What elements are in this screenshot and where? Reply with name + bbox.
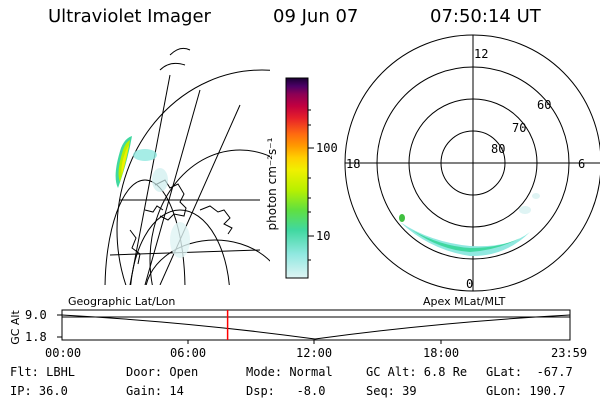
mlat-label-80: 80 xyxy=(491,142,506,156)
info-filter: Flt: LBHL xyxy=(10,365,76,379)
timeline-x-tick-2359: 23:59 xyxy=(551,346,588,360)
colorbar-unit-label: photon cm⁻²s⁻¹ xyxy=(265,137,279,231)
polar-grid xyxy=(344,34,600,292)
mlat-label-60: 60 xyxy=(537,98,552,112)
info-gc-alt: GC Alt: 6.8 Re xyxy=(366,365,468,379)
timeline-x-tick-1800: 18:00 xyxy=(423,346,460,360)
info-seq: Seq: 39 xyxy=(366,384,417,398)
timeline-x-tick-0000: 00:00 xyxy=(45,346,82,360)
info-ip: IP: 36.0 xyxy=(10,384,68,398)
aurora-polar xyxy=(399,193,540,257)
colorbar xyxy=(285,77,314,279)
colorbar-tick-10: 10 xyxy=(316,229,331,243)
date-label: 09 Jun 07 xyxy=(273,6,359,27)
timeline-right-title: Apex MLat/MLT xyxy=(423,295,506,308)
timeline-y-label: GC Alt xyxy=(8,310,22,345)
geographic-map xyxy=(104,47,270,285)
mlt-label-0: 0 xyxy=(466,277,474,291)
mlt-label-6: 6 xyxy=(578,157,586,171)
info-door: Door: Open xyxy=(126,365,199,379)
mlt-label-12: 12 xyxy=(474,47,489,61)
timeline-x-tick-1200: 12:00 xyxy=(296,346,333,360)
timeline-plot xyxy=(57,309,571,344)
aurora-left xyxy=(115,136,190,258)
time-label: 07:50:14 UT xyxy=(430,6,541,27)
info-gain: Gain: 14 xyxy=(126,384,184,398)
info-glat: GLat: -67.7 xyxy=(486,365,573,379)
mlat-label-70: 70 xyxy=(512,121,527,135)
mlt-label-18: 18 xyxy=(346,157,361,171)
info-dsp: Dsp: -8.0 xyxy=(246,384,326,398)
instrument-title: Ultraviolet Imager xyxy=(48,6,211,27)
timeline-x-tick-0600: 06:00 xyxy=(170,346,207,360)
info-mode: Mode: Normal xyxy=(246,365,333,379)
info-glon: GLon: 190.7 xyxy=(486,384,566,398)
timeline-left-title: Geographic Lat/Lon xyxy=(68,295,176,308)
timeline-y-tick-high: 9.0 xyxy=(25,308,47,322)
timeline-y-tick-low: 1.8 xyxy=(25,330,47,344)
colorbar-tick-100: 100 xyxy=(316,141,338,155)
